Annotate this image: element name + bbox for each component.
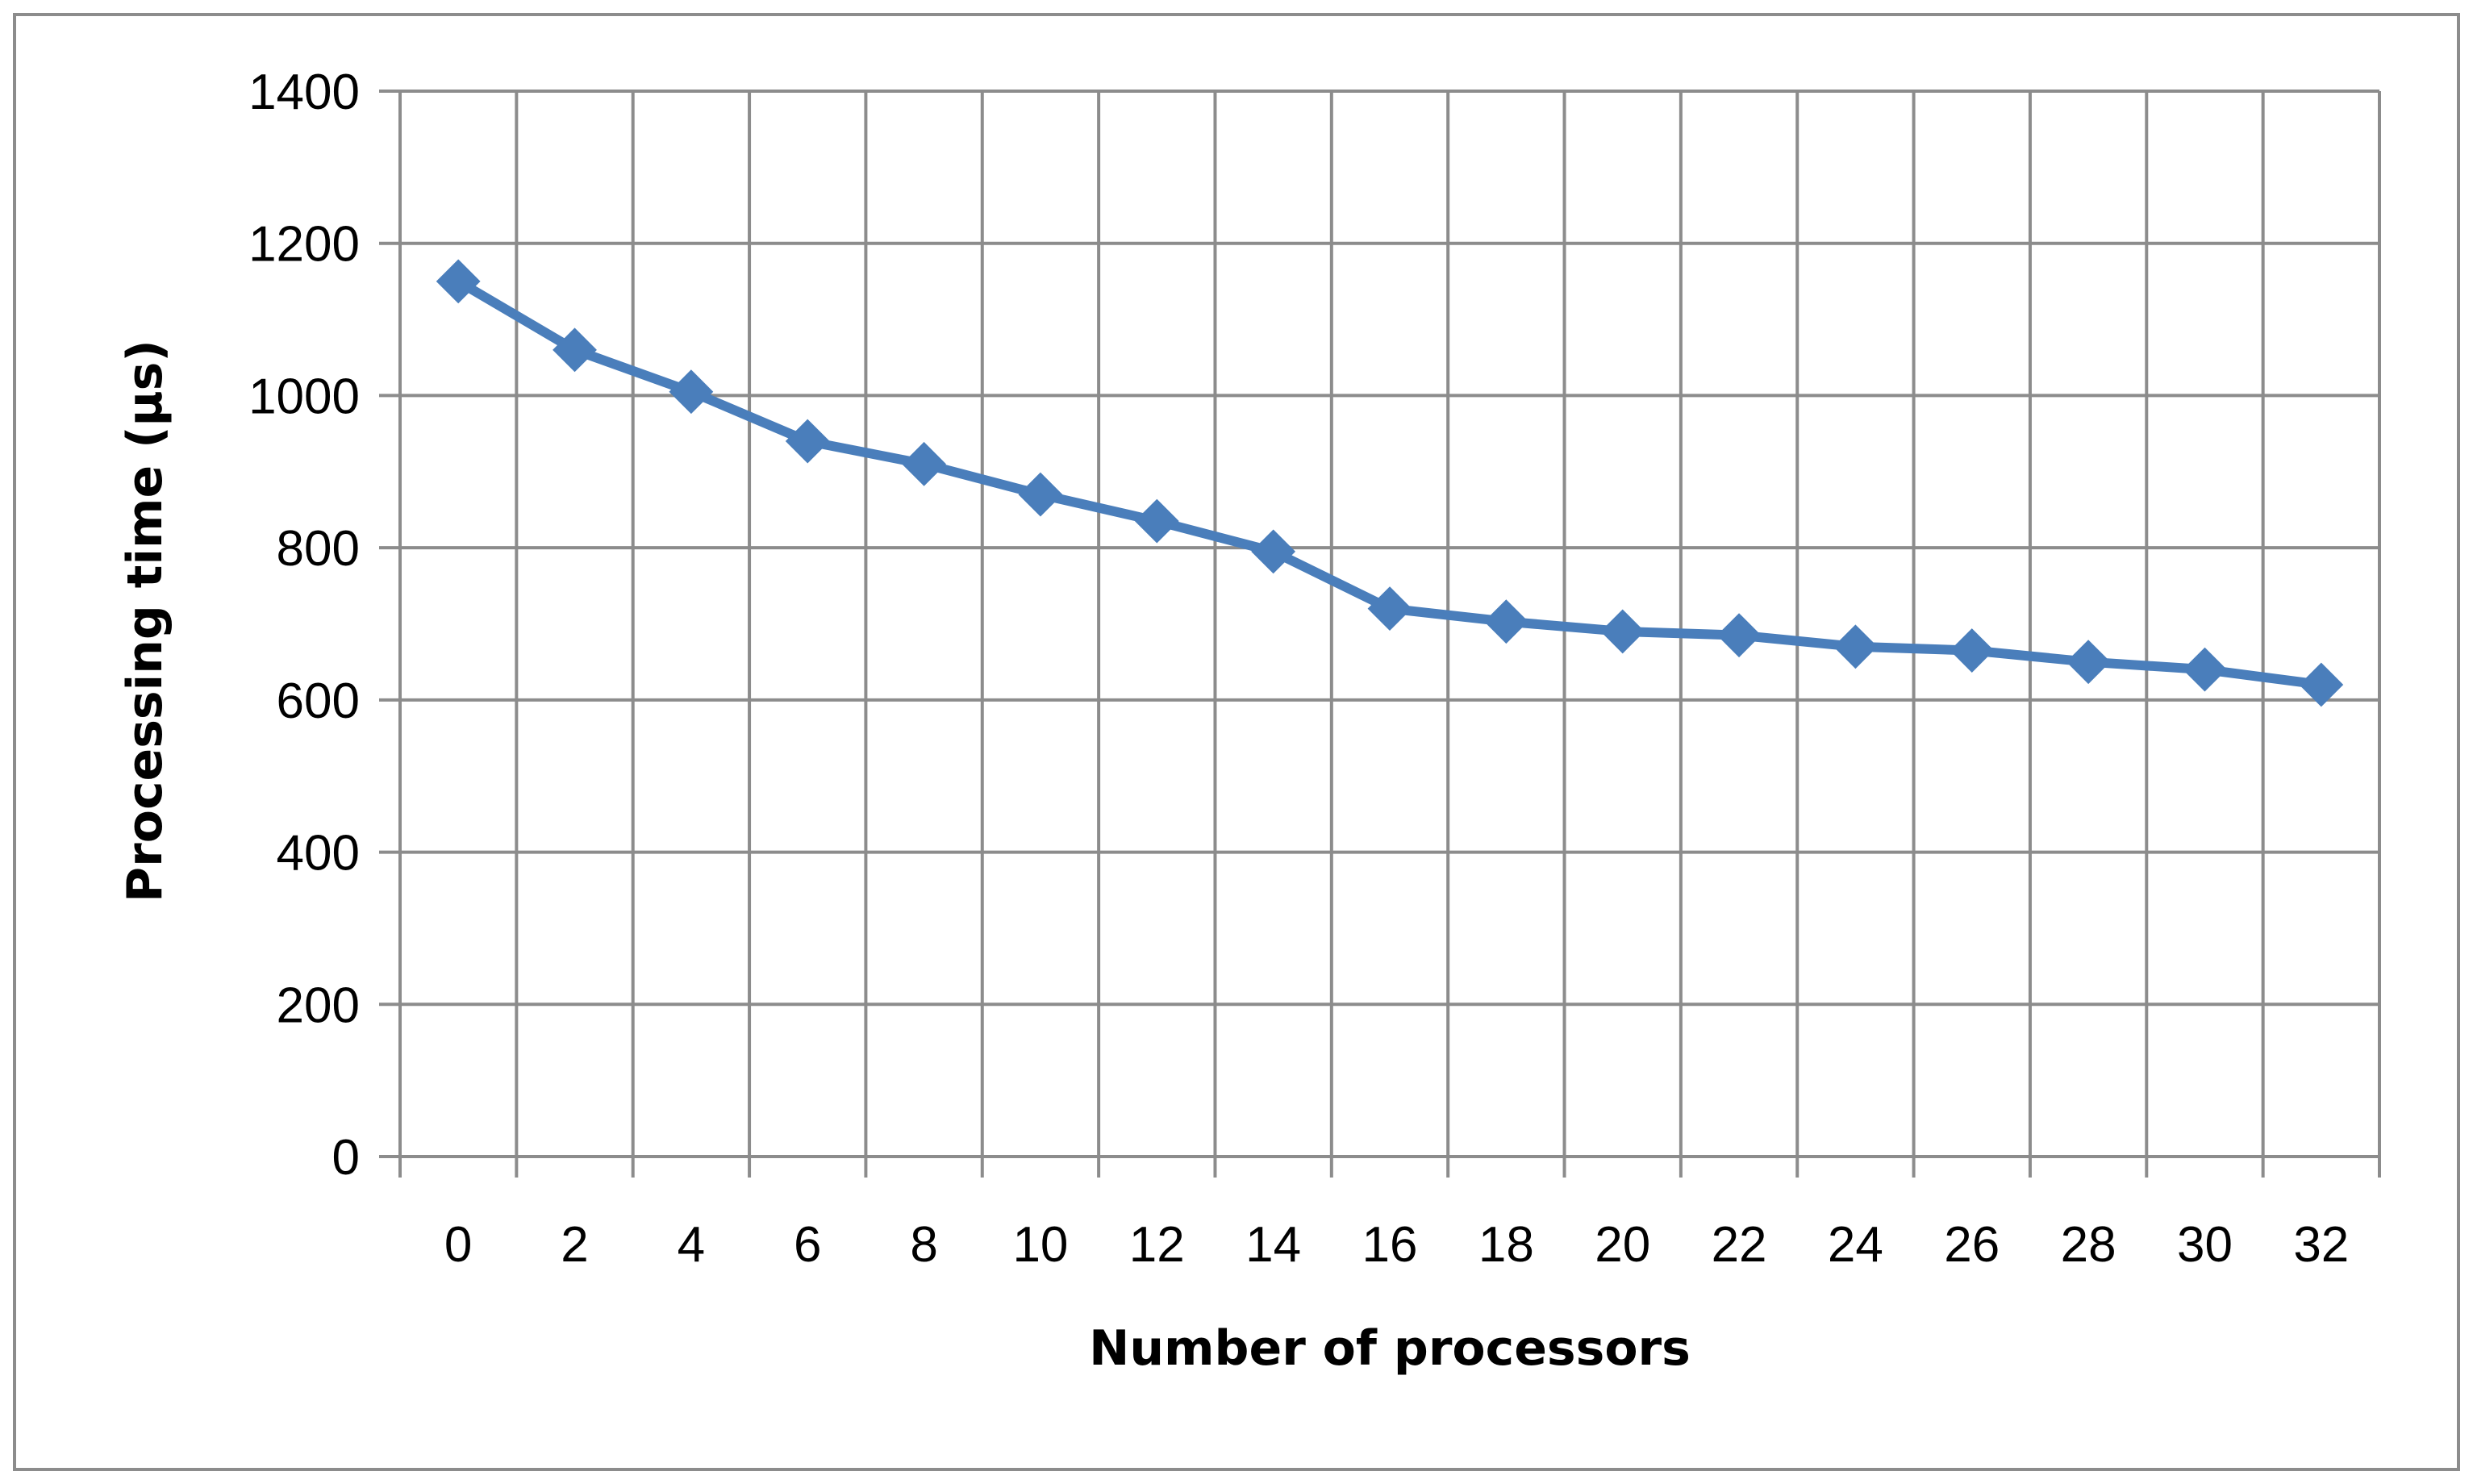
y-tick-label: 200 [277,978,360,1033]
data-point [1600,609,1645,654]
y-tick-label: 1200 [248,217,360,273]
data-point [1134,498,1179,544]
y-tick-label: 400 [277,826,360,882]
data-point [1950,628,1995,673]
data-point [902,441,947,486]
x-tick-label: 8 [910,1217,937,1273]
data-point [1018,472,1063,517]
y-tick-label: 800 [277,521,360,577]
x-tick-label: 24 [1828,1217,1883,1273]
data-point [2183,647,2227,692]
data-point [1833,624,1878,669]
x-tick-label: 14 [1245,1217,1301,1273]
data-point [1483,599,1528,644]
axes [379,90,2381,1178]
data-point [785,419,830,464]
x-tick-label: 30 [2177,1217,2233,1273]
x-tick-label: 26 [1944,1217,2000,1273]
x-tick-label: 20 [1595,1217,1650,1273]
x-tick-labels: 0 2 4 6 8 10 12 14 16 18 20 22 24 26 28 30 32 [444,1217,2349,1273]
x-tick-label: 22 [1712,1217,1767,1273]
x-tick-label: 32 [2293,1217,2349,1273]
x-axis-title: Number of processors [1089,1320,1691,1377]
y-tick-label: 1000 [248,369,360,424]
y-tick-labels: 0 200 400 600 800 1000 1200 1400 [248,65,360,1186]
x-tick-label: 12 [1129,1217,1185,1273]
gridlines [398,90,2381,1157]
y-axis-title: Processing time (µs) [117,340,173,902]
data-point [553,327,597,373]
data-point [1716,613,1762,658]
data-point [2299,662,2344,707]
data-point [436,259,481,304]
y-tick-label: 0 [332,1130,360,1186]
data-point [2066,640,2111,685]
x-tick-label: 16 [1362,1217,1418,1273]
y-tick-label: 1400 [248,65,360,120]
x-tick-label: 28 [2061,1217,2116,1273]
x-tick-label: 6 [794,1217,821,1273]
y-tick-label: 600 [277,673,360,729]
data-point [1251,529,1296,574]
chart-frame [13,13,2460,1471]
x-tick-label: 18 [1478,1217,1534,1273]
data-point [1367,586,1412,632]
series-layer [436,259,2344,707]
x-tick-label: 2 [561,1217,588,1273]
x-tick-label: 10 [1012,1217,1068,1273]
x-tick-label: 4 [678,1217,705,1273]
series-group [436,259,2344,707]
data-point [669,369,714,415]
x-tick-label: 0 [444,1217,472,1273]
